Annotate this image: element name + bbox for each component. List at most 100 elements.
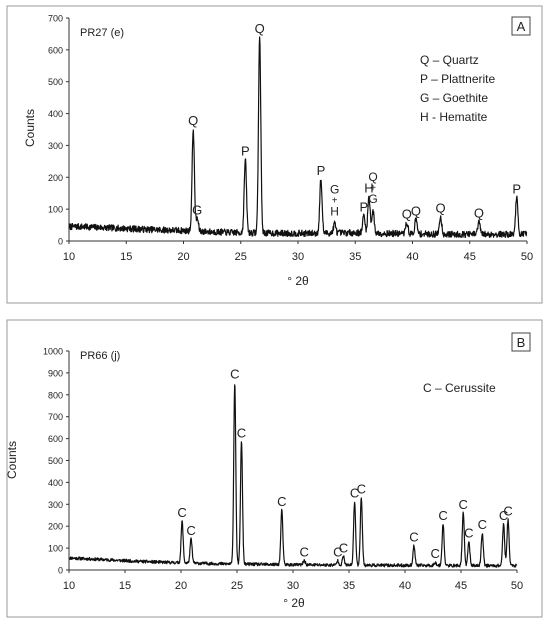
peak-label: C [357, 481, 366, 496]
legend-entry: C – Cerussite [423, 381, 496, 395]
y-tick-label: 400 [48, 478, 63, 488]
y-tick-label: 200 [48, 522, 63, 532]
x-tick-label: 20 [177, 251, 189, 263]
sample-label: PR27 (e) [80, 27, 124, 39]
y-tick-label: 500 [48, 456, 63, 466]
panel-a-frame [6, 5, 543, 304]
peak-label: C [464, 526, 473, 541]
peak-label: C [499, 508, 508, 523]
chart-panel-b: Counts ° 2θ PR66 (j) B C – Cerussite 010… [5, 319, 543, 618]
peak-label: Q [188, 113, 198, 128]
y-tick-label: 100 [48, 544, 63, 554]
panel-letter-frame [511, 16, 531, 36]
panel-letter-box: B [511, 332, 531, 352]
chart-legend: C – Cerussite [423, 381, 496, 395]
y-tick-label: 700 [48, 14, 63, 24]
y-tick-label: 0 [58, 566, 63, 576]
panel-b-frame [6, 319, 543, 618]
y-tick-label: 400 [48, 109, 63, 119]
peak-label: Q [435, 201, 445, 216]
peak-label: G [192, 202, 202, 217]
panel-letter-frame [511, 332, 531, 352]
x-tick-label: 50 [521, 251, 533, 263]
chart-panel-a: Counts ° 2θ PR27 (e) A Q – Quartz P – Pl… [6, 5, 543, 304]
sample-label: PR66 (j) [80, 350, 120, 362]
diffraction-trace [68, 384, 518, 568]
peak-label: Q [255, 21, 265, 36]
peak-label: G [368, 192, 377, 206]
y-tick-label: 200 [48, 173, 63, 183]
y-tick-label: 500 [48, 77, 63, 87]
x-tick-label: 45 [464, 251, 476, 263]
x-tick-label: 40 [399, 580, 411, 592]
x-tick-label: 35 [343, 580, 355, 592]
x-tick-label: 50 [511, 580, 523, 592]
peak-label: C [339, 540, 348, 555]
peak-label: P [360, 199, 369, 214]
peak-label: C [230, 366, 239, 381]
y-tick-label: 300 [48, 141, 63, 151]
peak-label: Q [474, 206, 484, 221]
peak-label: Q [368, 170, 377, 184]
peak-label: H [330, 204, 339, 218]
peak-label: C [186, 523, 195, 538]
x-tick-label: 15 [120, 251, 132, 263]
peak-label: C [333, 545, 342, 560]
y-axis-title: Counts [23, 109, 37, 147]
y-tick-label: 800 [48, 390, 63, 400]
peak-label: P [512, 182, 521, 197]
peak-label: C [459, 497, 468, 512]
diffraction-line [68, 36, 528, 238]
axes: 0 100 200 300 400 500 600 700 800 900 1000 10 15 20 25… [43, 347, 523, 593]
y-tick-label: 600 [48, 434, 63, 444]
y-tick-label: 0 [58, 237, 63, 247]
y-tick-label: 300 [48, 500, 63, 510]
x-axis-title: ° 2θ [283, 596, 305, 610]
diffraction-line [68, 384, 518, 568]
peak-label: G [330, 182, 339, 196]
peak-label: P [317, 163, 326, 178]
peak-label: P [241, 144, 250, 159]
peak-label: Q [411, 204, 421, 219]
x-tick-label: 10 [63, 251, 75, 263]
x-axis-title: ° 2θ [287, 274, 309, 288]
peak-label: C [438, 508, 447, 523]
peak-label: C [478, 517, 487, 532]
x-tick-label: 15 [119, 580, 131, 592]
peak-label-plus: + [332, 195, 338, 206]
x-tick-label: 35 [349, 251, 361, 263]
peak-label-plus: + [370, 183, 376, 194]
x-tick-label: 45 [455, 580, 467, 592]
x-tick-label: 30 [292, 251, 304, 263]
peak-label: H [364, 180, 373, 195]
y-tick-label: 600 [48, 45, 63, 55]
panel-letter: A [517, 19, 526, 34]
peak-label: Q [402, 207, 412, 222]
peak-label: C [409, 530, 418, 545]
legend-entry: H - Hematite [420, 110, 488, 124]
legend-entry: G – Goethite [420, 91, 488, 105]
y-tick-label: 700 [48, 412, 63, 422]
panel-letter: B [517, 335, 526, 350]
legend-entry: Q – Quartz [420, 53, 479, 67]
x-tick-label: 25 [231, 580, 243, 592]
x-tick-label: 30 [287, 580, 299, 592]
axes: 0 100 200 300 400 500 600 700 10 15 20 25 30 35 40 45 50 [48, 14, 533, 264]
peak-label: C [277, 494, 286, 509]
peak-label: C [300, 544, 309, 559]
y-tick-label: 900 [48, 368, 63, 378]
x-tick-label: 40 [406, 251, 418, 263]
peak-label: C [350, 486, 359, 501]
legend-entry: P – Plattnerite [420, 72, 495, 86]
y-tick-label: 100 [48, 205, 63, 215]
x-tick-label: 25 [235, 251, 247, 263]
x-tick-label: 10 [63, 580, 75, 592]
panel-letter-box: A [511, 16, 531, 36]
diffraction-trace [68, 36, 528, 238]
peak-label: C [177, 505, 186, 520]
chart-legend: Q – Quartz P – Plattnerite G – Goethite … [420, 53, 495, 124]
y-tick-label: 1000 [43, 347, 63, 357]
peak-label: C [431, 546, 440, 561]
